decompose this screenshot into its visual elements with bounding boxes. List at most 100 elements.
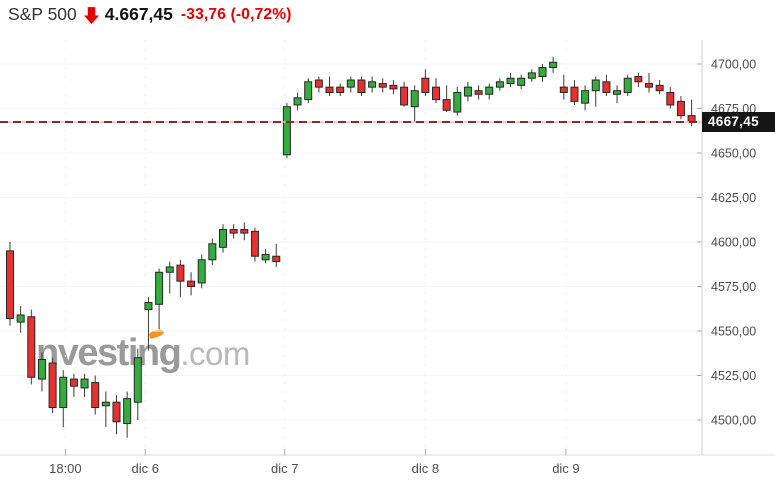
x-axis-label: dic 7 — [271, 461, 298, 476]
candle-up — [368, 76, 377, 93]
candle-body — [27, 316, 36, 378]
candle-down — [421, 69, 430, 97]
candle-up — [453, 87, 462, 116]
candle-up — [208, 238, 217, 266]
candle-body — [197, 259, 206, 284]
candle-down — [69, 373, 78, 397]
candle-up — [495, 78, 504, 91]
candle-down — [357, 76, 366, 97]
candle-down — [602, 74, 611, 97]
candle-body — [37, 358, 46, 380]
candle-body — [101, 401, 110, 407]
candle-down — [27, 309, 36, 385]
candle-body — [549, 61, 558, 69]
y-axis-label: 4625,00 — [711, 191, 756, 205]
candle-down — [676, 96, 685, 120]
candle-up — [613, 85, 622, 104]
candle-body — [527, 72, 536, 79]
x-axis-label: dic 6 — [132, 461, 159, 476]
candle-body — [517, 77, 526, 86]
down-arrow-icon — [83, 7, 99, 24]
candle-down — [325, 76, 334, 97]
candle-body — [208, 243, 217, 261]
candle-body — [144, 302, 153, 311]
candle-body — [645, 83, 653, 88]
candle-down — [336, 83, 345, 97]
y-axis-label: 4650,00 — [711, 147, 756, 161]
candle-down — [48, 357, 57, 413]
candle-down — [570, 80, 579, 105]
candle-body — [474, 90, 483, 95]
candle-body — [378, 83, 387, 88]
candle-up — [165, 261, 174, 294]
y-axis-label: 4700,00 — [711, 58, 756, 72]
candle-body — [314, 79, 323, 88]
price-change: -33,76 (-0,72%) — [181, 6, 292, 24]
candle-down — [666, 87, 675, 109]
candle-body — [357, 79, 366, 93]
candle-body — [16, 314, 25, 323]
x-axis-label: dic 8 — [412, 461, 439, 476]
candle-body — [655, 84, 664, 92]
candle-body — [453, 91, 462, 113]
candle-up — [304, 78, 313, 104]
candle-body — [325, 86, 334, 93]
candle-up — [506, 72, 515, 88]
last-price: 4.667,45 — [104, 4, 173, 24]
candle-up — [261, 249, 270, 264]
candle-up — [410, 85, 419, 123]
candle-down — [645, 72, 653, 93]
change-percent: (-0,72%) — [230, 5, 292, 23]
candle-down — [187, 272, 196, 296]
candle-body — [59, 376, 68, 409]
candle-body — [506, 77, 515, 85]
y-axis-label: 4550,00 — [711, 325, 756, 339]
candle-body — [187, 280, 196, 288]
candle-down — [250, 227, 259, 262]
candle-body — [623, 77, 632, 93]
candle-body — [219, 229, 227, 248]
candle-down — [378, 78, 387, 93]
candle-up — [155, 268, 164, 330]
candle-body — [442, 99, 451, 111]
candle-body — [463, 86, 472, 97]
candle-body — [581, 90, 590, 104]
candle-up — [581, 85, 590, 111]
candle-up — [101, 391, 110, 428]
candle-body — [485, 86, 494, 95]
candle-down — [272, 243, 281, 267]
candle-body — [559, 86, 568, 93]
candle-body — [250, 230, 259, 257]
candle-down — [400, 81, 409, 107]
candle-body — [155, 271, 164, 305]
current-price-tag: 4667,45 — [702, 111, 775, 132]
candle-body — [495, 81, 504, 88]
candle-up — [16, 306, 25, 333]
instrument-header: S&P 500 4.667,45 -33,76 (-0,72%) — [8, 4, 292, 25]
candle-body — [48, 362, 57, 409]
candle-body — [282, 106, 291, 156]
candle-down — [6, 242, 14, 326]
candle-down — [634, 72, 643, 88]
candle-body — [123, 398, 132, 425]
candle-up — [37, 352, 46, 392]
y-axis-label: 4500,00 — [711, 414, 756, 428]
candle-up — [485, 83, 494, 100]
candle-up — [144, 297, 153, 351]
candle-body — [368, 81, 377, 88]
candle-down — [112, 395, 121, 435]
candle-body — [634, 75, 643, 83]
candle-up — [463, 81, 472, 102]
y-axis-label: 4575,00 — [711, 280, 756, 294]
candle-body — [293, 97, 302, 106]
candle-body — [570, 86, 579, 102]
candle-down — [389, 80, 398, 95]
candle-up — [282, 103, 291, 159]
candle-body — [421, 77, 430, 93]
candle-body — [336, 86, 345, 93]
candle-body — [400, 86, 409, 106]
candle-up — [517, 74, 526, 89]
candle-up — [623, 74, 632, 97]
candle-body — [6, 250, 14, 320]
